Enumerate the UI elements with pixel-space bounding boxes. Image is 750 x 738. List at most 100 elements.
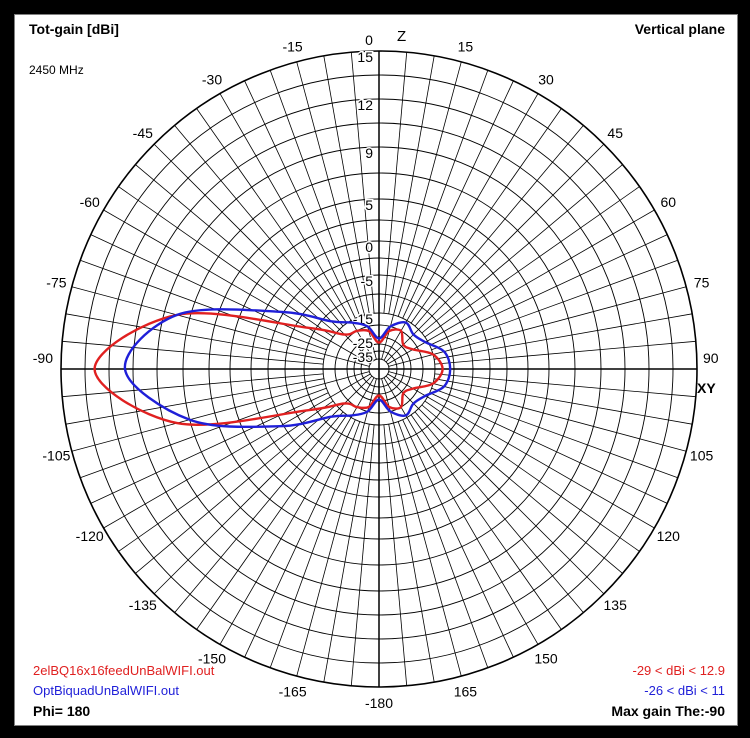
grid-spoke [80,259,327,351]
grid-spoke [434,373,696,398]
grid-spoke [323,55,370,314]
grid-spoke [244,419,356,658]
angle-tick-label: -15 [282,38,302,54]
grid-spoke [410,108,562,324]
radial-tick-label: 9 [365,145,373,161]
grid-spoke [219,93,375,361]
grid-spoke [135,164,337,334]
angle-tick-label: 120 [657,528,681,544]
grid-spoke [196,108,348,324]
grid-spoke [414,411,584,613]
radial-tick-label: -25 [353,335,373,351]
angle-tick-label: -90 [33,350,53,366]
grid-spoke [350,52,375,314]
grid-spoke [71,371,370,452]
angle-tick-label: 165 [454,684,478,700]
angle-tick-label: -120 [76,528,104,544]
axis-z-label: Z [397,28,406,45]
angle-tick-label: 45 [607,125,623,141]
series-lines [93,308,452,429]
grid-spoke [381,378,462,677]
grid-spoke [424,186,640,338]
grid-spoke [103,209,371,365]
grid-spoke [397,421,489,668]
grid-spoke [244,80,356,319]
grid-spoke [135,404,337,574]
angle-tick-label: -150 [198,650,226,666]
grid-spoke [402,419,514,658]
grid-spoke [62,340,324,365]
radial-tick-label: -35 [353,349,373,365]
grid-spoke [383,377,539,645]
radial-tick-label: 15 [357,49,373,65]
grid-spoke [90,234,329,346]
grid-spoke [388,55,435,314]
angle-tick-label: 15 [458,38,474,54]
grid-spoke [429,392,668,504]
radial-tick-label: 5 [365,197,373,213]
grid-spoke [323,424,370,683]
grid-spoke [402,80,514,319]
grid-spoke [434,313,693,360]
legend-series-1-name: 2elBQ16x16feedUnBalWIFI.out [33,663,215,678]
grid-spoke [388,286,687,367]
grid-spoke [118,186,334,338]
angle-tick-label: -105 [42,447,70,463]
series-line-2 [123,308,452,429]
grid-spoke [174,125,344,327]
grid-spoke [118,400,334,552]
angle-tick-label: 90 [703,350,719,366]
grid-spoke [414,125,584,327]
grid-spoke [421,164,623,334]
grid-spoke [65,313,324,360]
max-gain-label: Max gain The:-90 [611,703,725,719]
grid-spoke [387,209,655,365]
plane-label: Vertical plane [634,21,725,37]
grid-spoke [219,377,375,645]
grid-spoke [269,421,361,668]
grid-spoke [80,387,327,479]
grid-spoke [174,411,344,613]
radial-tick-label: 0 [365,239,373,255]
axis-xy-label: XY [697,380,716,396]
grid-spoke [434,340,696,365]
grid-spoke [385,143,605,363]
grid-spoke [62,373,324,398]
polar-chart-panel: 15 12 9 5 0 -5 -15 -25 -35 0 15 30 45 60 75 90 105 120 13… [14,14,738,726]
grid-spoke [434,378,693,425]
grid-spoke [153,143,373,363]
grid-spoke [431,387,678,479]
phi-label: Phi= 180 [33,703,91,719]
grid-spoke [350,424,375,686]
legend-series-2-range: -26 < dBi < 11 [644,683,725,698]
angle-tick-label: 60 [661,194,677,210]
grid-spoke [421,404,623,574]
angle-tick-label: 75 [694,275,710,291]
grid-spoke [90,392,329,504]
grid-spoke [387,373,655,529]
grid-spoke [388,424,435,683]
angle-tick-label: 150 [534,650,558,666]
angle-tick-label: 0 [365,32,373,48]
grid-spoke [103,373,371,529]
angle-tick-label: -135 [129,597,157,613]
angle-tick-label: -75 [46,275,66,291]
grid-spoke [383,52,408,314]
angle-tick-label: -30 [202,72,222,88]
grid-spoke [429,234,668,346]
grid-spoke [71,286,370,367]
frequency-label: 2450 MHz [29,63,84,77]
grid-spoke [381,61,462,360]
legend-series-1-range: -29 < dBi < 12.9 [632,663,725,678]
grid-spoke [196,414,348,630]
grid-spoke [65,378,324,425]
radial-tick-label: -5 [361,273,374,289]
angle-tick-label: -45 [133,125,153,141]
angle-tick-label: -180 [365,695,393,711]
grid-spoke [431,259,678,351]
series-line-1 [93,312,444,426]
grid-spoke [385,375,605,595]
grid-spoke [269,70,361,317]
